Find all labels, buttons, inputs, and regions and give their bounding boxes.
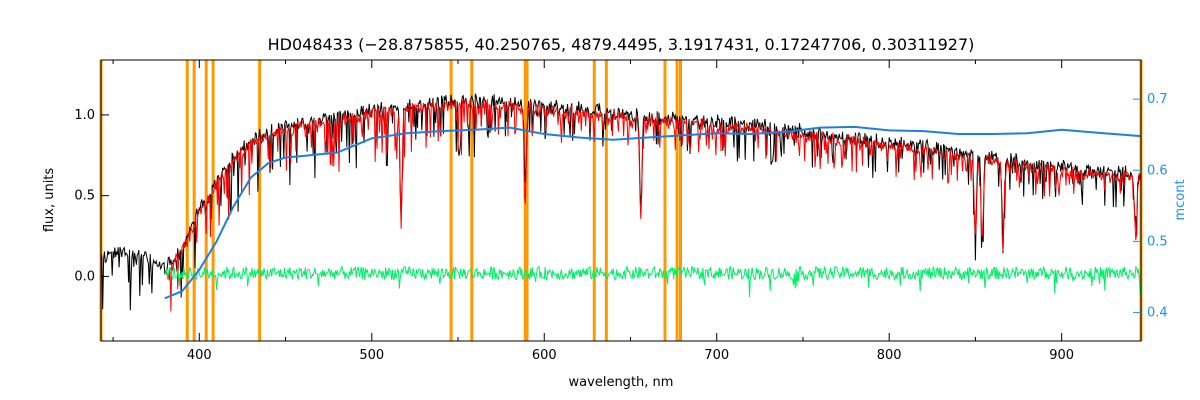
x-tick-label: 700	[704, 348, 729, 363]
data-layer	[100, 93, 1142, 312]
y-tick-label: 0.0	[74, 269, 95, 284]
x-tick-label: 900	[1049, 348, 1074, 363]
chart-title: HD048433 (−28.875855, 40.250765, 4879.44…	[268, 35, 975, 54]
y-axis-label: flux, units	[42, 168, 57, 233]
plot-frame	[100, 59, 1142, 342]
series-model	[164, 99, 1142, 312]
x-tick-label: 600	[532, 348, 557, 363]
x-axis-label: wavelength, nm	[569, 375, 674, 390]
y2-tick-label: 0.7	[1147, 92, 1168, 107]
x-tick-label: 500	[359, 348, 384, 363]
axis-layer: 400 500 600 700 800 900 0.0 0.5 1.0 0.4 0.5 0.6 0.7	[74, 60, 1168, 363]
x-tick-label: 800	[877, 348, 902, 363]
y2-tick-label: 0.4	[1147, 306, 1168, 321]
mask-lines-layer	[99, 60, 1143, 341]
series-observed	[100, 93, 1142, 311]
series-continuum	[164, 125, 1142, 300]
y2-axis-label: mcont	[1173, 179, 1188, 220]
y2-tick-label: 0.6	[1147, 163, 1168, 178]
y-tick-label: 0.5	[74, 189, 95, 204]
x-tick-label: 400	[187, 348, 212, 363]
y-tick-label: 1.0	[74, 108, 95, 123]
series-residual	[164, 264, 1142, 298]
y2-tick-label: 0.5	[1147, 234, 1168, 249]
